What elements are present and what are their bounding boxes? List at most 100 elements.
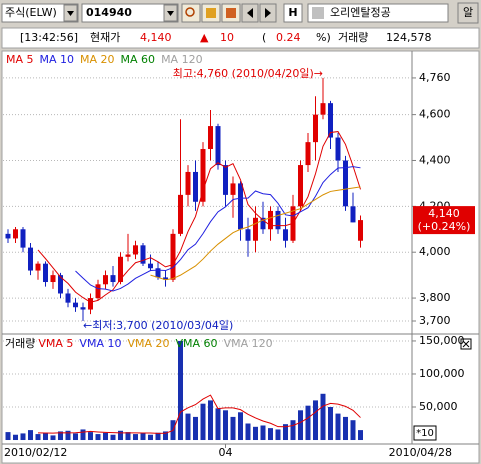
candle-body bbox=[110, 275, 116, 283]
tool-icon bbox=[226, 8, 236, 18]
candle-body bbox=[133, 245, 138, 255]
code-text: 014940 bbox=[86, 6, 132, 19]
volume-bar bbox=[20, 433, 26, 441]
code-input[interactable] bbox=[81, 3, 179, 23]
volume-bar bbox=[43, 432, 48, 441]
volume-bar bbox=[305, 405, 311, 441]
volume-bar bbox=[95, 434, 101, 441]
candle-body bbox=[13, 229, 18, 239]
current-price-box bbox=[413, 206, 475, 235]
y-tick-label: 3,700 bbox=[419, 314, 451, 327]
candle-body bbox=[253, 217, 258, 241]
name-box bbox=[307, 3, 449, 23]
volume-bar bbox=[13, 434, 18, 441]
legend-entry: MA 60 bbox=[121, 53, 156, 66]
volume-bar bbox=[283, 424, 288, 441]
h-button[interactable] bbox=[283, 3, 303, 23]
volume-bar bbox=[163, 431, 168, 441]
candle-body bbox=[65, 293, 71, 303]
name-text: 오리엔탈정공 bbox=[330, 6, 391, 19]
candle-body bbox=[283, 229, 288, 241]
volume-bar bbox=[358, 430, 363, 441]
volume-bar bbox=[298, 410, 303, 441]
candle-body bbox=[35, 263, 41, 271]
candle-body bbox=[358, 220, 363, 241]
candle-body bbox=[28, 247, 33, 271]
candle-body bbox=[58, 275, 63, 294]
volume-bar bbox=[133, 434, 138, 441]
volume-bar bbox=[200, 403, 206, 441]
candle-body bbox=[223, 165, 228, 195]
volume-bar bbox=[88, 432, 93, 441]
candle-body bbox=[103, 275, 108, 285]
volume-bar bbox=[260, 425, 266, 441]
candle-body bbox=[50, 275, 56, 283]
candle-body bbox=[305, 142, 311, 166]
candle-body bbox=[328, 103, 333, 138]
candle-body bbox=[20, 229, 26, 248]
volume-bar bbox=[185, 413, 191, 441]
market-select[interactable] bbox=[1, 3, 79, 23]
candle-body bbox=[313, 114, 318, 143]
volume-bar bbox=[238, 412, 243, 441]
volume-bar bbox=[50, 435, 56, 441]
candle-body bbox=[80, 307, 86, 310]
candle-body bbox=[170, 233, 176, 280]
market-text: 주식(ELW) bbox=[5, 6, 57, 19]
quote-change: 10 bbox=[220, 31, 234, 44]
candle-body bbox=[5, 233, 11, 239]
volume-bar bbox=[155, 432, 161, 441]
quote-price: 4,140 bbox=[140, 31, 172, 44]
candle-body bbox=[88, 298, 93, 310]
candle-body bbox=[43, 263, 48, 283]
y-tick-label: 4,760 bbox=[419, 71, 451, 84]
x-tick-label: 04 bbox=[219, 446, 233, 459]
volume-bar bbox=[343, 416, 348, 441]
quote-time: [13:42:56] bbox=[20, 31, 78, 44]
plot-layer: 3,7003,8004,0004,2004,4004,6004,7602010/… bbox=[3, 53, 475, 459]
legend-entry: VMA 20 bbox=[127, 337, 169, 350]
volume-bar bbox=[118, 430, 123, 441]
candle-body bbox=[95, 284, 101, 299]
x-tick-label: 2010/04/28 bbox=[389, 446, 452, 459]
quote-volume: 124,578 bbox=[386, 31, 432, 44]
volume-bar bbox=[80, 429, 86, 441]
volume-bar bbox=[350, 420, 356, 441]
quote-pct-close: %) bbox=[316, 31, 331, 44]
volume-bar bbox=[148, 434, 153, 441]
volume-bar bbox=[35, 434, 41, 441]
candle-body bbox=[245, 229, 251, 241]
volume-bar bbox=[58, 431, 63, 441]
volume-bar bbox=[290, 420, 296, 441]
quote-change-sign: ▲ bbox=[200, 31, 209, 44]
volume-bar bbox=[125, 432, 131, 441]
quote-pct: 0.24 bbox=[276, 31, 301, 44]
candle-body bbox=[260, 217, 266, 230]
candle-body bbox=[335, 137, 341, 161]
candle-body bbox=[343, 160, 348, 207]
prev-icon bbox=[247, 8, 253, 18]
y-tick-label: 3,800 bbox=[419, 291, 451, 304]
candle-body bbox=[193, 171, 198, 202]
y-tick-label: 4,600 bbox=[419, 108, 451, 121]
volume-bar bbox=[335, 413, 341, 441]
candle-body bbox=[320, 103, 326, 115]
legend-entry: MA 20 bbox=[80, 53, 115, 66]
volume-title: 거래량 bbox=[5, 337, 35, 350]
alarm-button[interactable] bbox=[457, 2, 479, 24]
unit-box bbox=[413, 425, 437, 441]
annotation-low: ←최저:3,700 (2010/03/04일) bbox=[83, 318, 233, 332]
volume-bar bbox=[73, 433, 78, 441]
candle-body bbox=[208, 126, 213, 150]
ma-line bbox=[37, 131, 361, 303]
ma-line bbox=[37, 394, 361, 434]
dropdown-arrow bbox=[67, 11, 74, 16]
quote-bar bbox=[1, 27, 480, 49]
volume-bar bbox=[320, 393, 326, 441]
candle-body bbox=[185, 171, 191, 195]
search-button[interactable] bbox=[181, 3, 201, 23]
alarm-text: 알 bbox=[463, 5, 473, 19]
volume-bar bbox=[215, 408, 221, 441]
y-tick-label: 100,000 bbox=[419, 367, 465, 380]
volume-bar bbox=[28, 430, 33, 441]
